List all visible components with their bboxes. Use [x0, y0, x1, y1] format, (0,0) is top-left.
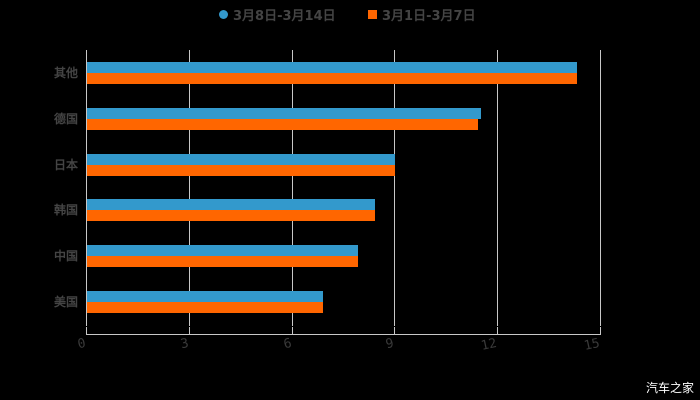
- bar-week1[interactable]: [87, 164, 395, 176]
- bar-week1[interactable]: [87, 302, 323, 313]
- bar-week2[interactable]: [87, 291, 323, 302]
- legend-label: 3月8日-3月14日: [233, 8, 336, 24]
- bar-week2[interactable]: [87, 153, 395, 165]
- x-tick: [86, 327, 87, 335]
- legend-item-week1[interactable]: 3月1日-3月7日: [368, 4, 476, 24]
- watermark: 汽车之家: [645, 381, 694, 395]
- category-label: 其他: [53, 66, 78, 80]
- x-tick: [189, 327, 190, 335]
- category-label: 日本: [53, 157, 78, 172]
- x-tick-label: 3: [179, 336, 191, 353]
- gridline: [600, 50, 601, 326]
- legend-circle-icon: [219, 9, 228, 19]
- x-tick-label: 9: [384, 336, 396, 353]
- legend-label: 3月1日-3月7日: [382, 8, 476, 24]
- gridline: [189, 50, 190, 326]
- bar-week2[interactable]: [87, 199, 375, 211]
- legend-square-icon: [368, 9, 377, 19]
- bar-week2[interactable]: [87, 62, 577, 73]
- gridline: [497, 50, 498, 326]
- x-tick-label: 15: [582, 336, 602, 354]
- bar-week2[interactable]: [87, 107, 481, 119]
- x-tick: [600, 327, 601, 335]
- category-label: 德国: [53, 111, 78, 126]
- bar-week1[interactable]: [87, 73, 577, 84]
- chart-legend: 3月8日-3月14日 3月1日-3月7日: [0, 4, 700, 24]
- category-label: 美国: [53, 295, 78, 309]
- bar-week1[interactable]: [87, 210, 375, 222]
- x-tick-label: 12: [479, 336, 499, 354]
- x-tick: [292, 327, 293, 335]
- category-label: 中国: [53, 249, 78, 264]
- bar-week1[interactable]: [87, 118, 478, 130]
- x-tick-label: 0: [76, 336, 88, 353]
- gridline: [292, 50, 293, 326]
- bar-week2[interactable]: [87, 245, 358, 257]
- x-tick: [497, 327, 498, 335]
- x-tick: [394, 327, 395, 335]
- legend-item-week2[interactable]: 3月8日-3月14日: [219, 4, 336, 24]
- x-axis-line: [86, 334, 600, 335]
- x-tick-label: 6: [282, 336, 294, 353]
- category-label: 韩国: [53, 203, 78, 218]
- gridline: [394, 50, 395, 326]
- y-axis-line: [86, 50, 87, 326]
- bar-week1[interactable]: [87, 256, 358, 268]
